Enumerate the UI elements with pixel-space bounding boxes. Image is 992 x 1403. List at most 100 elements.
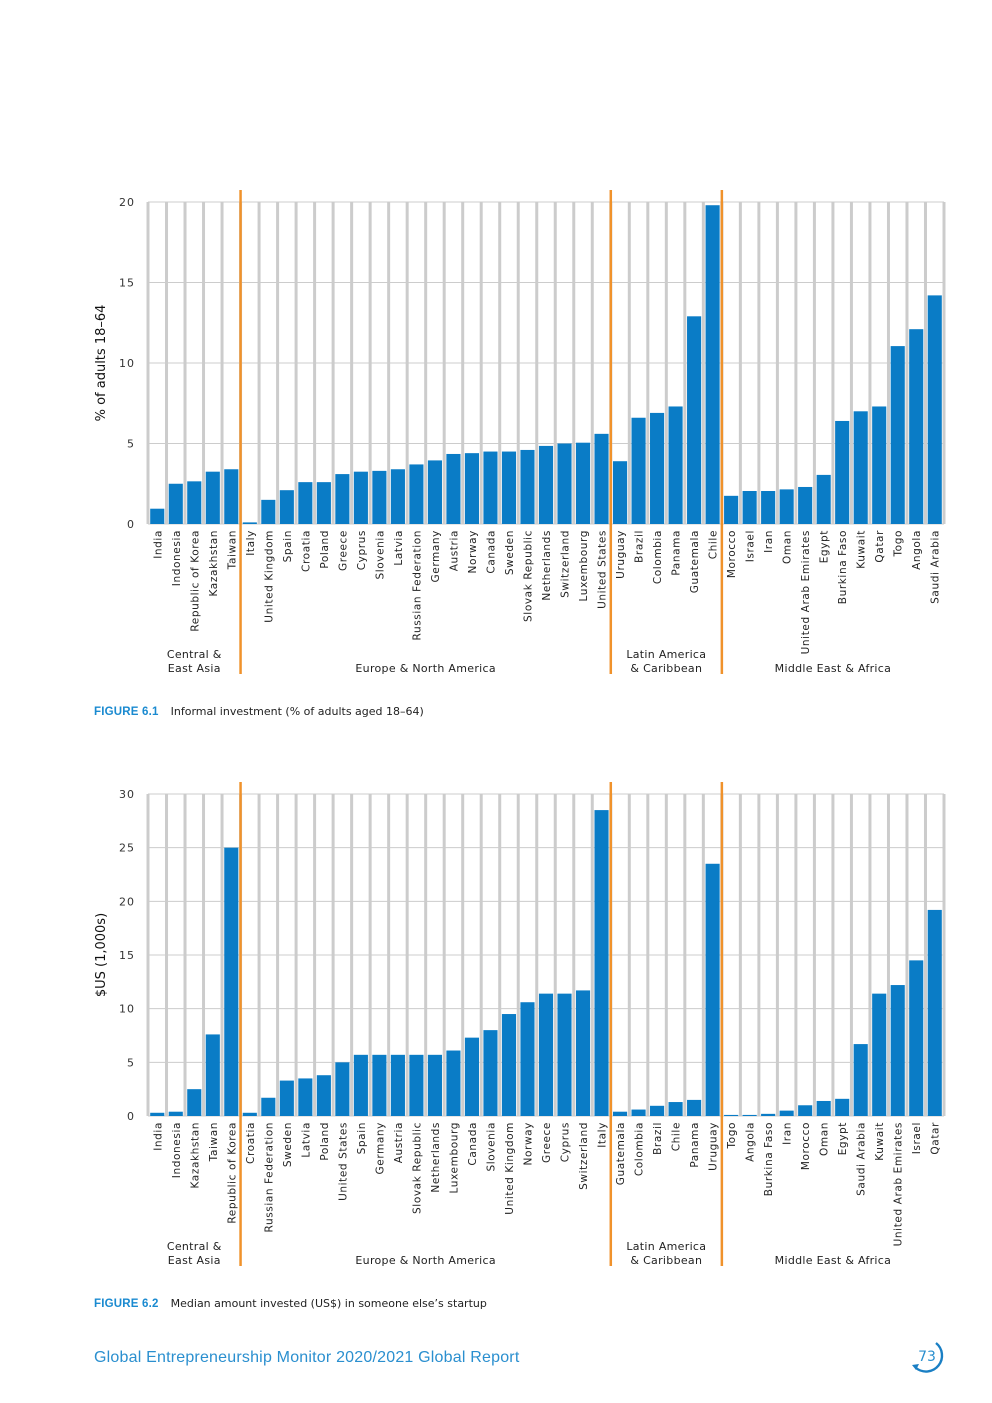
y-tick-label: 15: [119, 949, 135, 962]
bar-germany: [372, 1054, 387, 1116]
bar-spain: [353, 1054, 368, 1116]
x-tick-label: Chile: [708, 530, 720, 559]
x-tick-label: Republic of Korea: [226, 1122, 238, 1224]
bar-kuwait: [872, 993, 887, 1116]
bar-brazil: [650, 1105, 665, 1116]
bar-croatia: [298, 482, 313, 524]
x-tick-label: Cyprus: [560, 1122, 572, 1162]
bar-poland: [316, 482, 331, 524]
x-tick-label: Qatar: [930, 1122, 942, 1155]
bar-germany: [427, 460, 442, 524]
y-tick-label: 5: [127, 1056, 135, 1069]
x-tick-label: United States: [337, 1122, 349, 1201]
y-tick-label: 20: [119, 196, 135, 209]
bar-indonesia: [168, 483, 183, 524]
x-tick-label: Luxembourg: [448, 1122, 460, 1193]
bar-canada: [464, 1037, 480, 1116]
bar-russian-federation: [409, 464, 424, 524]
bar-oman: [779, 489, 794, 524]
bar-india: [150, 508, 165, 524]
page-number: 73: [906, 1338, 950, 1374]
bar-egypt: [835, 1098, 850, 1116]
bar-cyprus: [353, 471, 368, 524]
bar-italy: [242, 522, 257, 524]
bar-taiwan: [224, 469, 239, 524]
bar-oman: [816, 1100, 831, 1116]
x-tick-label: Greece: [337, 530, 349, 571]
bar-egypt: [816, 474, 831, 524]
x-tick-label: Morocco: [800, 1122, 812, 1170]
bar-canada: [483, 451, 498, 524]
region-label: Middle East & Africa: [775, 662, 892, 675]
x-tick-label: Germany: [374, 1122, 386, 1174]
x-tick-label: Republic of Korea: [189, 530, 201, 632]
x-tick-label: Guatemala: [615, 1122, 627, 1185]
x-tick-label: Israel: [745, 530, 757, 562]
x-tick-label: Cyprus: [356, 530, 368, 570]
bar-united-arab-emirates: [890, 985, 905, 1116]
x-tick-label: Angola: [745, 1122, 757, 1162]
x-tick-label: Oman: [819, 1122, 831, 1156]
x-tick-label: Uruguay: [708, 1122, 720, 1171]
x-tick-label: Poland: [319, 1122, 331, 1161]
x-tick-label: Morocco: [726, 530, 738, 578]
x-tick-label: Saudi Arabia: [930, 530, 942, 604]
x-tick-label: United States: [597, 530, 609, 609]
bar-kazakhstan: [187, 1089, 202, 1116]
x-tick-label: Slovak Republic: [522, 530, 534, 622]
x-tick-label: Italy: [245, 530, 257, 556]
x-tick-label: Russian Federation: [411, 530, 423, 640]
bar-united-states: [594, 433, 609, 524]
region-label: & Caribbean: [630, 662, 702, 675]
region-label: East Asia: [168, 1254, 221, 1267]
bar-republic-of-korea: [187, 481, 202, 524]
y-tick-label: 30: [119, 788, 135, 801]
x-tick-label: Slovenia: [374, 530, 386, 580]
bar-greece: [335, 474, 350, 524]
bar-sweden: [279, 1080, 294, 1116]
bar-norway: [520, 1002, 535, 1116]
x-tick-label: Greece: [541, 1122, 553, 1163]
x-tick-label: Norway: [467, 530, 479, 573]
x-tick-label: Kazakhstan: [189, 1122, 201, 1189]
bar-guatemala: [687, 316, 702, 524]
x-tick-label: Uruguay: [615, 530, 627, 579]
x-tick-label: United Kingdom: [263, 530, 275, 623]
bar-switzerland: [575, 990, 591, 1116]
bar-republic-of-korea: [224, 847, 239, 1116]
x-tick-label: Kazakhstan: [208, 530, 220, 597]
x-tick-label: Latvia: [300, 1122, 312, 1158]
bar-italy: [594, 810, 609, 1116]
bar-united-states: [335, 1062, 350, 1116]
x-tick-label: Brazil: [634, 530, 646, 563]
figure-6-1-chart: 0 5 10 15 20 India Indonesia Republic of Korea K…: [0, 180, 992, 680]
x-tick-label: Canada: [467, 1122, 479, 1166]
x-tick-label: Saudi Arabia: [856, 1122, 868, 1196]
bar-india: [150, 1112, 165, 1116]
region-label: Middle East & Africa: [775, 1254, 892, 1267]
bar-colombia: [631, 1109, 646, 1116]
x-tick-label: Indonesia: [171, 530, 183, 586]
region-label: Central &: [167, 648, 222, 661]
bar-kazakhstan: [205, 471, 220, 524]
y-axis-label: % of adults 18–64: [94, 305, 109, 422]
x-tick-label: Slovak Republic: [411, 1122, 423, 1214]
bar-netherlands: [427, 1054, 442, 1116]
bar-saudi-arabia: [853, 1044, 868, 1116]
bar-united-arab-emirates: [798, 486, 813, 524]
bar-luxembourg: [575, 442, 591, 524]
x-tick-label: Guatemala: [689, 530, 701, 593]
bar-sweden: [501, 451, 517, 524]
x-tick-label: Brazil: [652, 1122, 664, 1155]
page-number-text: 73: [918, 1349, 936, 1365]
y-tick-label: 0: [127, 1110, 135, 1123]
x-tick-label: Egypt: [837, 1122, 849, 1155]
x-tick-label: India: [152, 1122, 164, 1151]
x-tick-label: Panama: [671, 530, 683, 576]
x-tick-label: Switzerland: [560, 530, 572, 598]
bar-greece: [538, 993, 554, 1116]
report-footer-title: Global Entrepreneurship Monitor 2020/202…: [94, 1349, 520, 1366]
bar-kuwait: [853, 411, 868, 524]
x-tick-label: Burkina Faso: [837, 530, 849, 604]
y-tick-label: 10: [119, 357, 135, 370]
